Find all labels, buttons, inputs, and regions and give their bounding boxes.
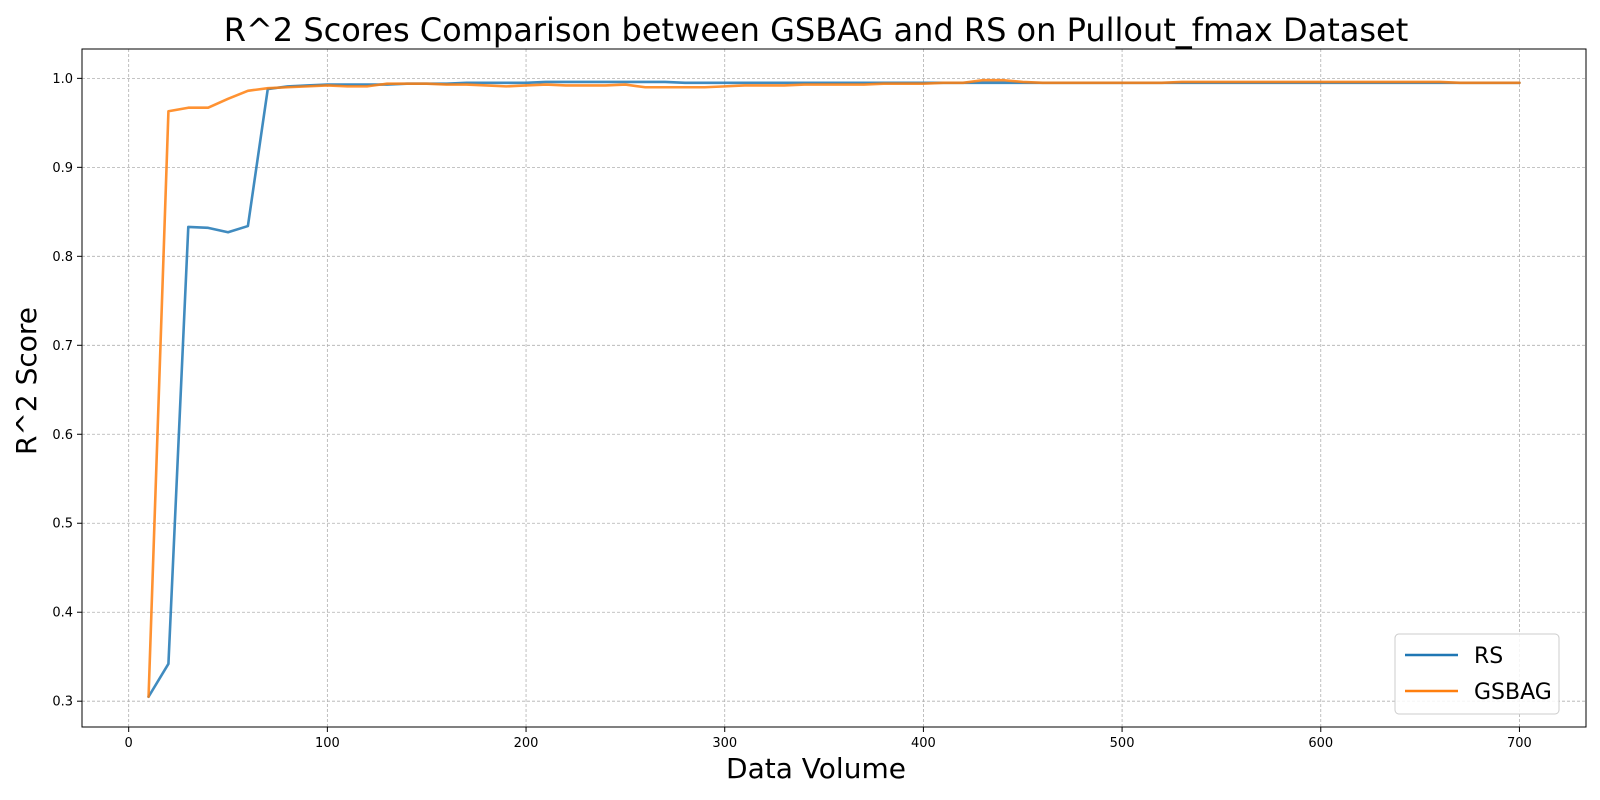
- x-tick-label: 400: [911, 736, 936, 751]
- y-tick-label: 0.7: [52, 339, 73, 354]
- x-tick-label: 700: [1507, 736, 1532, 751]
- legend-label-gsbag: GSBAG: [1474, 680, 1552, 705]
- y-tick-label: 0.6: [52, 428, 73, 443]
- y-tick-label: 0.3: [52, 695, 73, 710]
- y-axis-ticks: 0.3 0.4 0.5 0.6 0.7 0.8 0.9 1.0: [52, 72, 82, 710]
- y-tick-label: 0.8: [52, 250, 73, 265]
- x-tick-label: 500: [1110, 736, 1135, 751]
- series-line-gsbag: [147, 78, 1521, 699]
- y-axis-label: R^2 Score: [10, 307, 43, 455]
- legend: RS GSBAG: [1394, 633, 1560, 715]
- y-tick-label: 1.0: [52, 72, 73, 87]
- legend-label-rs: RS: [1474, 644, 1503, 669]
- x-axis-ticks: 0 100 200 300 400 500 600 700: [125, 727, 1532, 751]
- plot-area-frame: [81, 48, 1587, 728]
- x-tick-label: 100: [315, 736, 340, 751]
- x-tick-label: 0: [125, 736, 133, 751]
- x-axis-label: Data Volume: [726, 752, 906, 785]
- y-tick-label: 0.9: [52, 161, 73, 176]
- x-tick-label: 200: [514, 736, 539, 751]
- series-lines: [147, 78, 1521, 699]
- y-tick-label: 0.4: [52, 606, 73, 621]
- y-tick-label: 0.5: [52, 517, 73, 532]
- grid: [82, 49, 1586, 727]
- x-tick-label: 600: [1308, 736, 1333, 751]
- x-tick-label: 300: [712, 736, 737, 751]
- chart-title: R^2 Scores Comparison between GSBAG and …: [224, 11, 1409, 49]
